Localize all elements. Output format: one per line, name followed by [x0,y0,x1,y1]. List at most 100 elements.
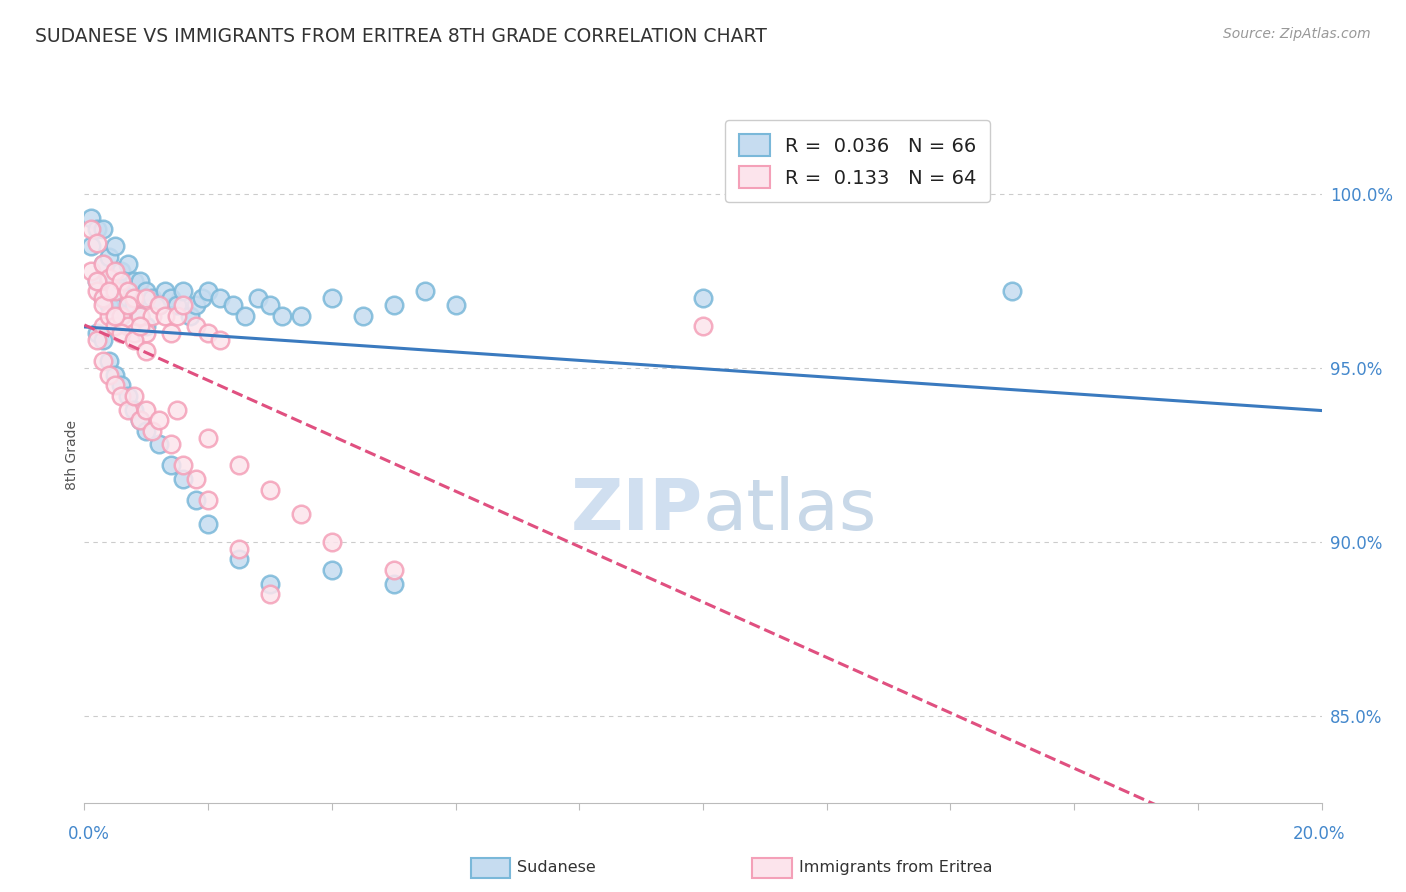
Point [148,298,170,312]
Point [141,309,163,323]
Point [259,576,281,591]
Point [91,298,114,312]
Point [197,517,219,532]
Point [122,292,145,306]
Point [122,333,145,347]
Point [290,507,312,521]
Point [104,378,127,392]
Point [290,309,312,323]
Point [135,292,157,306]
Point [209,333,232,347]
Point [98,285,121,299]
Point [110,309,132,323]
Point [160,458,183,473]
Point [86,326,108,341]
Point [166,298,188,312]
Point [153,309,176,323]
Point [91,354,114,368]
Point [172,285,194,299]
Point [98,274,121,288]
Point [110,274,132,288]
Point [91,257,114,271]
Point [692,292,714,306]
Point [79,263,101,277]
Point [179,309,201,323]
Point [321,563,343,577]
Point [184,493,207,508]
Y-axis label: 8th Grade: 8th Grade [65,420,79,490]
Point [148,413,170,427]
Point [104,309,127,323]
Point [117,257,139,271]
Point [197,326,219,341]
Point [117,292,139,306]
Point [110,389,132,403]
Point [184,298,207,312]
Point [135,326,157,341]
Point [98,354,121,368]
Point [86,274,108,288]
Point [222,298,245,312]
Point [259,483,281,497]
Point [160,326,183,341]
Point [91,292,114,306]
Point [246,292,269,306]
Point [104,285,127,299]
Point [98,250,121,264]
Point [166,309,188,323]
Point [444,298,467,312]
Point [86,235,108,250]
Point [259,298,281,312]
Point [321,535,343,549]
Point [148,298,170,312]
Point [129,319,152,334]
Point [91,222,114,236]
Point [197,431,219,445]
Point [79,239,101,253]
Point [91,319,114,334]
Point [141,424,163,438]
Point [692,319,714,334]
Legend: R =  0.036   N = 66, R =  0.133   N = 64: R = 0.036 N = 66, R = 0.133 N = 64 [725,120,990,202]
Point [117,285,139,299]
Point [104,239,127,253]
Point [135,343,157,358]
Text: Source: ZipAtlas.com: Source: ZipAtlas.com [1223,27,1371,41]
Point [184,472,207,486]
Point [117,319,139,334]
Point [135,402,157,417]
Point [184,319,207,334]
Point [191,292,214,306]
Point [98,270,121,285]
Point [104,368,127,382]
Point [197,285,219,299]
Text: atlas: atlas [703,476,877,545]
Point [129,413,152,427]
Point [233,309,256,323]
Point [135,319,157,334]
Point [172,458,194,473]
Point [1001,285,1024,299]
Point [129,309,152,323]
Point [122,326,145,341]
Point [91,292,114,306]
Point [197,493,219,508]
Point [129,309,152,323]
Point [98,368,121,382]
Point [86,274,108,288]
Point [228,552,250,566]
Point [160,437,183,451]
Point [98,298,121,312]
Point [110,263,132,277]
Point [382,576,405,591]
Point [86,333,108,347]
Point [117,389,139,403]
Point [271,309,294,323]
Point [86,285,108,299]
Text: Immigrants from Eritrea: Immigrants from Eritrea [799,860,993,874]
Point [122,298,145,312]
Point [209,292,232,306]
Point [172,298,194,312]
Point [79,211,101,226]
Point [160,292,183,306]
